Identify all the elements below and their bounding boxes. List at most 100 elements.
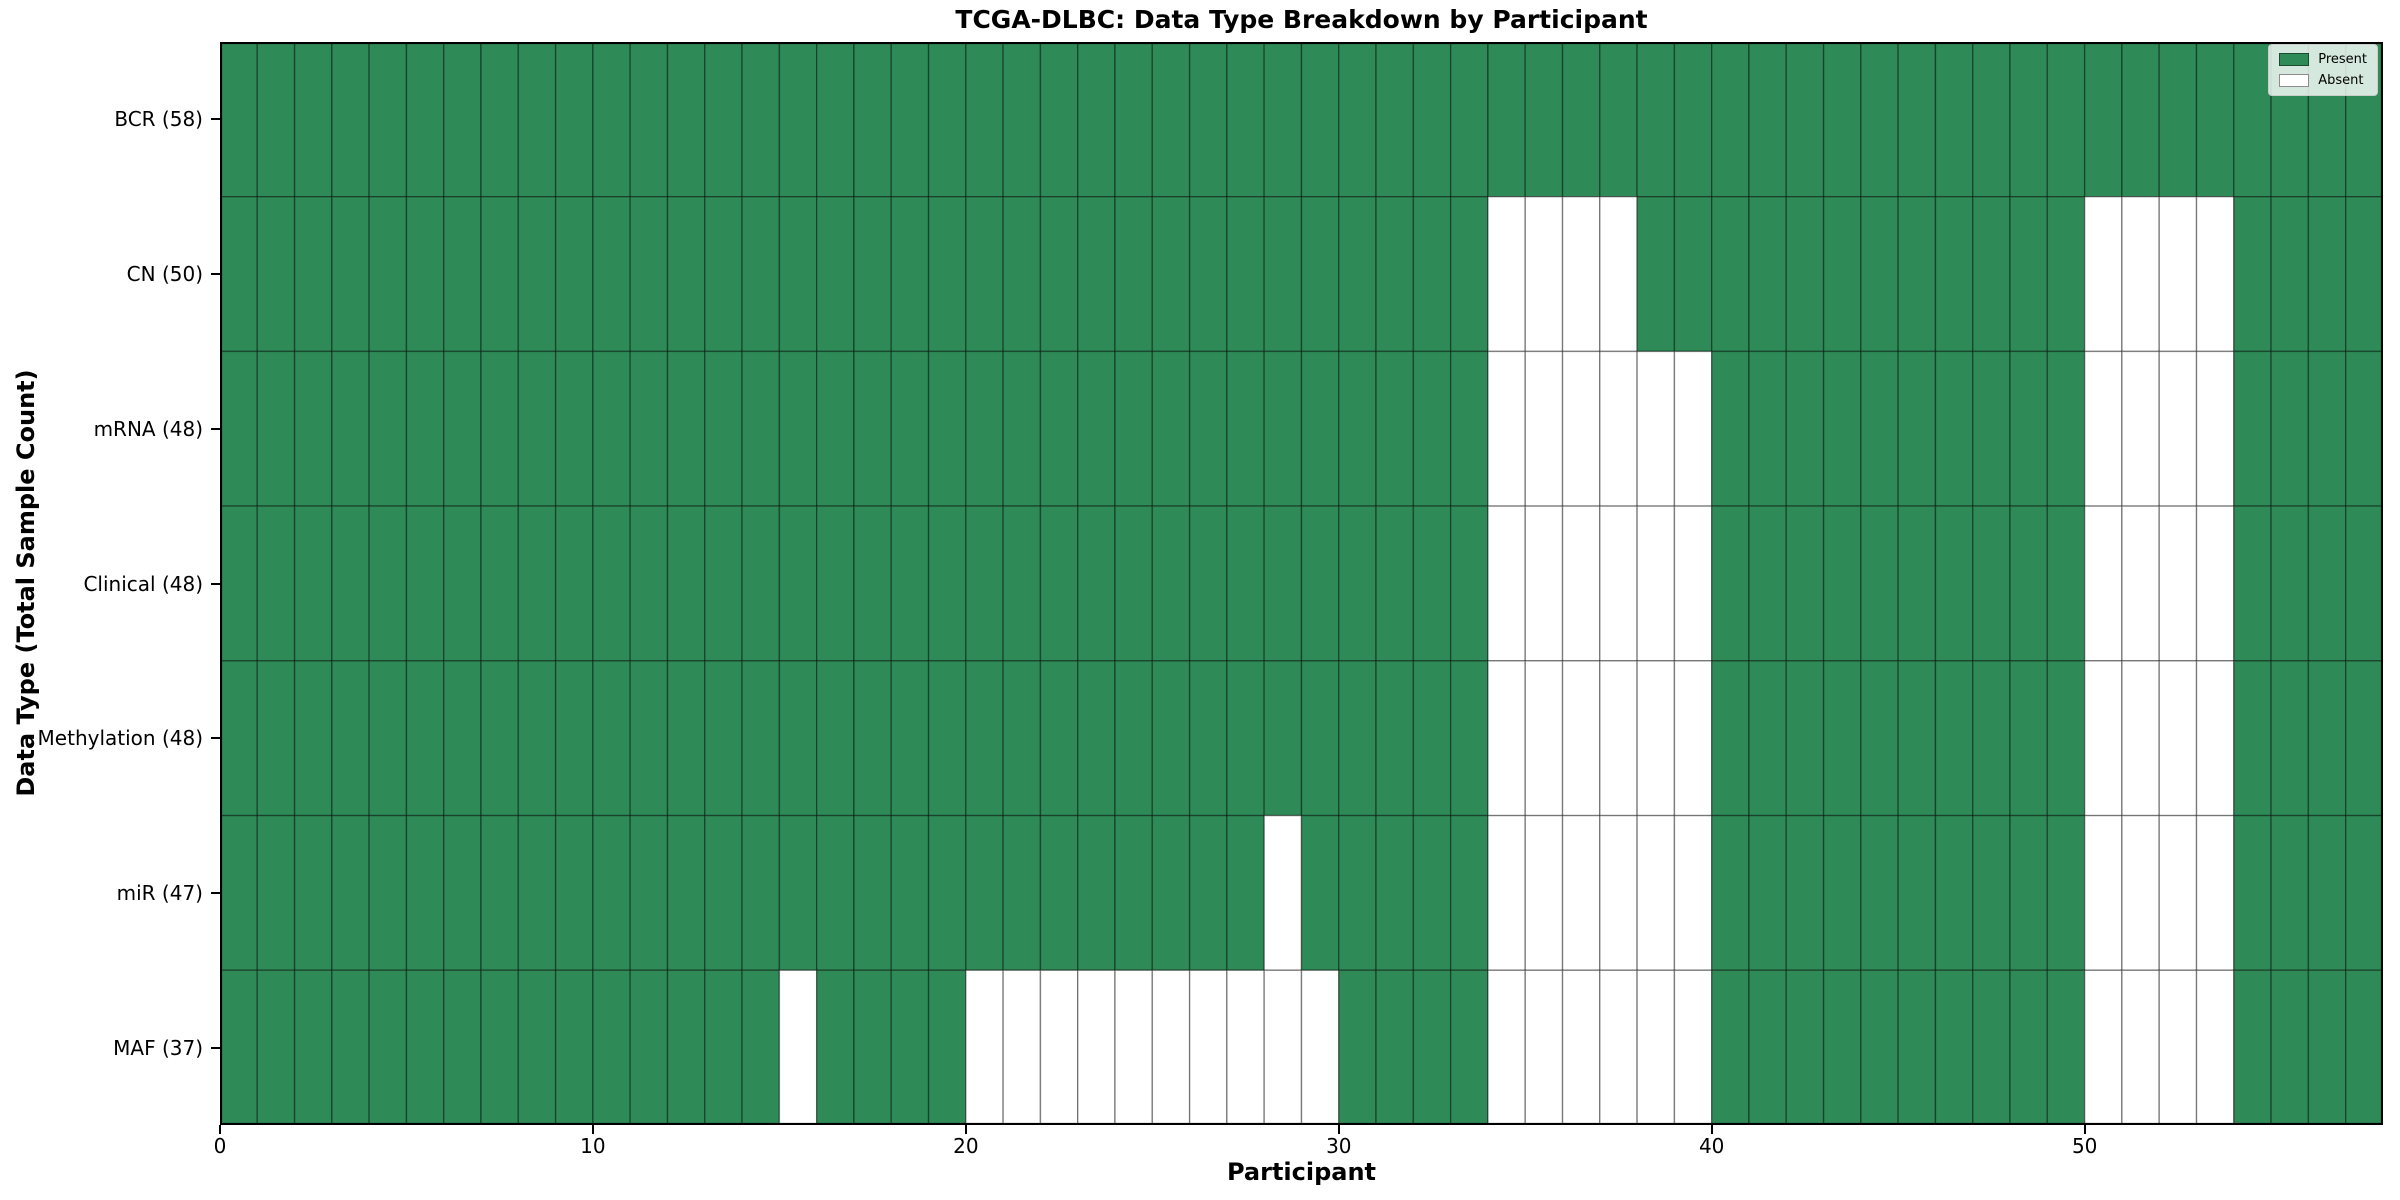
cell-clinical-p31 [1375,505,1415,662]
cell-mrna-p14 [741,350,781,507]
cell-methylation-p28 [1263,660,1303,817]
cell-mrna-p26 [1188,350,1228,507]
cell-mir-p50 [2083,814,2123,971]
cell-clinical-p9 [554,505,594,662]
cell-mrna-p19 [927,350,967,507]
cell-cn-p19 [927,196,967,353]
cell-mrna-p33 [1449,350,1489,507]
cell-bcr-p30 [1338,42,1377,198]
cell-methylation-p18 [890,660,930,817]
cell-mrna-p41 [1748,350,1788,507]
cell-maf-p55 [2270,969,2310,1125]
cell-maf-p7 [480,969,520,1125]
cell-cn-p0 [220,196,258,353]
cell-clinical-p28 [1263,505,1303,662]
cell-mrna-p44 [1860,350,1899,507]
cell-mrna-p25 [1151,350,1191,507]
cell-bcr-p40 [1711,42,1750,198]
cell-cn-p10 [592,196,631,353]
cell-cn-p37 [1599,196,1638,353]
cell-mir-p33 [1449,814,1489,971]
cell-maf-p49 [2046,969,2086,1125]
cell-mir-p9 [554,814,594,971]
cell-methylation-p24 [1114,660,1154,817]
cell-mrna-p38 [1636,350,1676,507]
cell-mrna-p1 [256,350,296,507]
cell-bcr-p41 [1748,42,1788,198]
cell-mrna-p16 [815,350,855,507]
cell-mrna-p13 [704,350,743,507]
cell-mrna-p54 [2233,350,2272,507]
cell-methylation-p51 [2121,660,2160,817]
y-tick-label-mir: miR (47) [116,880,203,905]
cell-bcr-p6 [443,42,482,198]
cell-mir-p10 [592,814,631,971]
cell-cn-p31 [1375,196,1415,353]
cell-maf-p24 [1114,969,1154,1125]
cell-mir-p49 [2046,814,2086,971]
cell-cn-p54 [2233,196,2272,353]
legend-label-present: Present [2318,52,2367,67]
cell-cn-p26 [1188,196,1228,353]
cell-clinical-p55 [2270,505,2310,662]
cell-mir-p46 [1934,814,1974,971]
cell-cn-p45 [1897,196,1937,353]
legend-label-absent: Absent [2318,73,2364,88]
cell-cn-p43 [1822,196,1862,353]
cell-clinical-p50 [2083,505,2123,662]
cell-mir-p47 [1972,814,2011,971]
cell-mir-p26 [1188,814,1228,971]
cell-bcr-p5 [405,42,445,198]
cell-maf-p36 [1561,969,1601,1125]
cell-bcr-p33 [1449,42,1489,198]
cell-clinical-p54 [2233,505,2272,662]
cell-maf-p41 [1748,969,1788,1125]
cell-mrna-p46 [1934,350,1974,507]
y-tick-label-clinical: Clinical (48) [83,571,203,596]
cell-bcr-p23 [1077,42,1116,198]
cell-maf-p28 [1263,969,1303,1125]
cell-mrna-p52 [2158,350,2198,507]
cell-clinical-p25 [1151,505,1191,662]
chart-title: TCGA-DLBC: Data Type Breakdown by Partic… [955,5,1648,34]
cell-clinical-p33 [1449,505,1489,662]
cell-methylation-p50 [2083,660,2123,817]
cell-clinical-p36 [1561,505,1601,662]
cell-mir-p5 [405,814,445,971]
cell-cn-p57 [2345,196,2383,353]
cell-cn-p50 [2083,196,2123,353]
cell-methylation-p42 [1785,660,1825,817]
cell-clinical-p13 [704,505,743,662]
cell-mrna-p35 [1524,350,1564,507]
cell-bcr-p10 [592,42,631,198]
cell-bcr-p31 [1375,42,1415,198]
cell-mrna-p47 [1972,350,2011,507]
cell-methylation-p26 [1188,660,1228,817]
y-tick-mark [211,582,220,585]
cell-cn-p38 [1636,196,1676,353]
cell-mrna-p21 [1002,350,1042,507]
cell-mir-p41 [1748,814,1788,971]
cell-cn-p27 [1226,196,1265,353]
cell-methylation-p19 [927,660,967,817]
cell-cn-p53 [2195,196,2235,353]
cell-maf-p33 [1449,969,1489,1125]
cell-mir-p57 [2345,814,2383,971]
cell-mrna-p49 [2046,350,2086,507]
cell-bcr-p3 [331,42,370,198]
cell-bcr-p36 [1561,42,1601,198]
cell-maf-p23 [1077,969,1116,1125]
cell-mir-p34 [1487,814,1526,971]
cell-maf-p56 [2307,969,2347,1125]
cell-bcr-p25 [1151,42,1191,198]
cell-maf-p30 [1338,969,1377,1125]
cell-cn-p39 [1673,196,1713,353]
y-tick-label-maf: MAF (37) [113,1035,203,1060]
cell-mrna-p45 [1897,350,1937,507]
heatmap-svg [220,42,2383,1125]
cell-maf-p16 [815,969,855,1125]
cell-cn-p9 [554,196,594,353]
cell-clinical-p18 [890,505,930,662]
cell-cn-p6 [443,196,482,353]
cell-maf-p25 [1151,969,1191,1125]
